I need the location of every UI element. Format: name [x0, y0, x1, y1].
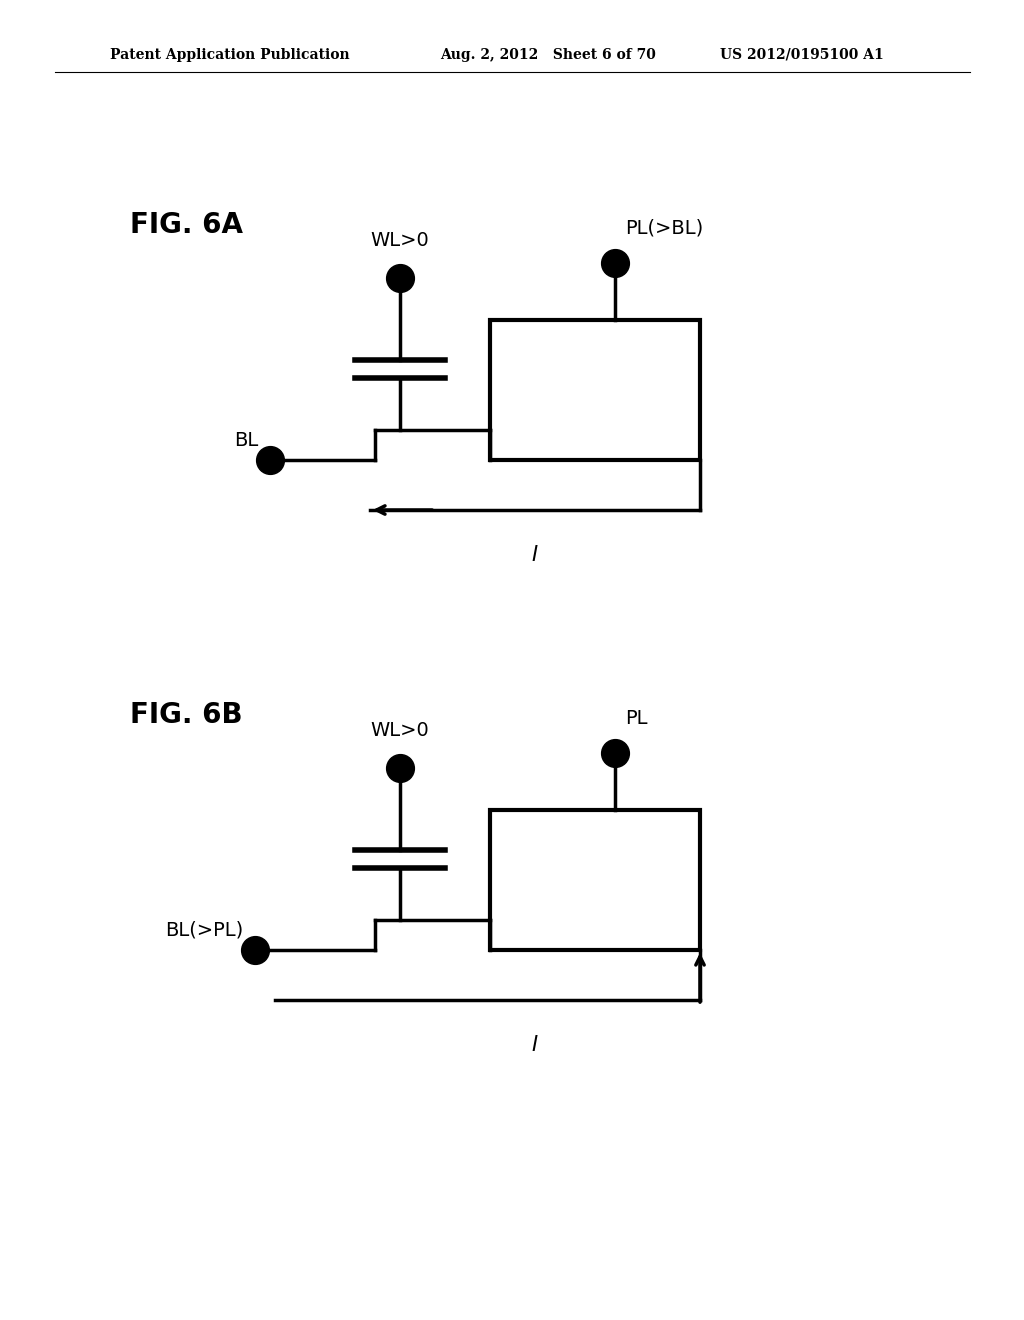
Text: BL(>PL): BL(>PL)	[165, 920, 243, 940]
Point	[607, 742, 624, 763]
Text: FIG. 6B: FIG. 6B	[130, 701, 243, 729]
Point	[607, 252, 624, 273]
Text: BL: BL	[233, 430, 258, 450]
Text: Patent Application Publication: Patent Application Publication	[110, 48, 349, 62]
Text: I: I	[531, 545, 538, 565]
Bar	[490, 319, 700, 459]
Point	[262, 449, 279, 470]
Text: WL>0: WL>0	[371, 231, 429, 249]
Point	[392, 758, 409, 779]
Text: PL: PL	[625, 709, 647, 729]
Text: I: I	[531, 1035, 538, 1055]
Text: WL>0: WL>0	[371, 721, 429, 741]
Point	[392, 268, 409, 289]
Bar	[490, 810, 700, 950]
Text: FIG. 6A: FIG. 6A	[130, 211, 243, 239]
Point	[247, 940, 263, 961]
Text: Aug. 2, 2012   Sheet 6 of 70: Aug. 2, 2012 Sheet 6 of 70	[440, 48, 656, 62]
Text: PL(>BL): PL(>BL)	[625, 219, 703, 238]
Text: US 2012/0195100 A1: US 2012/0195100 A1	[720, 48, 884, 62]
